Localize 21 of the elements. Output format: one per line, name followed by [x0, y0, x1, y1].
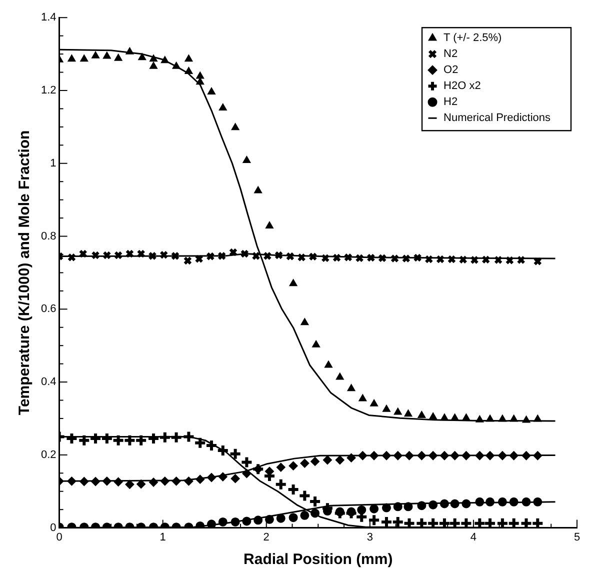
y-tick-label: 1.2: [40, 84, 56, 97]
y-tick-label: 0.2: [40, 448, 56, 461]
x-tick-label: 4: [470, 531, 477, 544]
legend-label: H2: [444, 96, 458, 108]
y-tick-label: 0.8: [40, 230, 56, 242]
legend-label: Numerical Predictions: [444, 112, 551, 124]
y-tick-label: 0.4: [40, 376, 56, 388]
y-axis-title: Temperature (K/1000) and Mole Fraction: [16, 130, 34, 416]
x-tick-label: 1: [160, 531, 166, 544]
y-tick-label: 1.4: [40, 12, 56, 24]
legend-label: N2: [444, 48, 458, 60]
legend-label: T (+/- 2.5%): [444, 32, 502, 44]
legend-label: O2: [444, 64, 458, 76]
x-tick-label: 3: [366, 531, 373, 544]
y-tick-label: 1: [50, 157, 56, 170]
x-tick-label: 2: [263, 531, 270, 544]
x-axis-title: Radial Position (mm): [244, 551, 393, 568]
x-tick-label: 5: [574, 531, 580, 544]
y-tick-label: 0: [50, 522, 56, 534]
y-tick-label: 0.6: [40, 303, 56, 316]
legend-label: H2O x2: [444, 80, 481, 92]
